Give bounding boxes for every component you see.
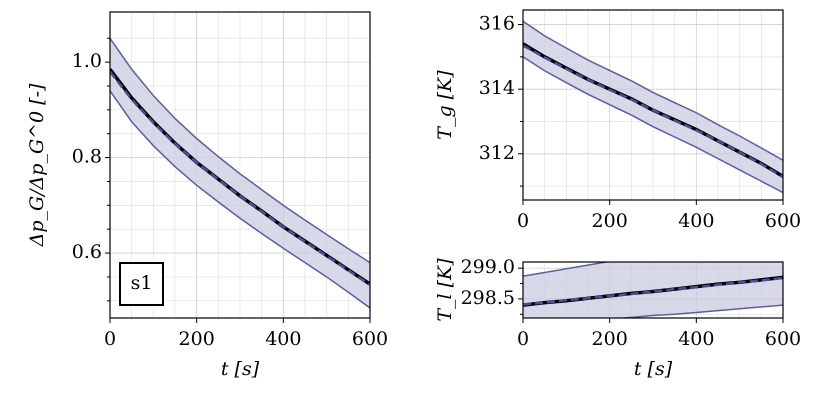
- y-tick-label: 316: [479, 13, 515, 35]
- annotation-box: [119, 262, 164, 306]
- x-axis-label: t [s]: [221, 358, 260, 380]
- x-tick-label: 200: [592, 210, 628, 232]
- band-edge: [523, 262, 611, 277]
- x-tick-label: 0: [517, 328, 529, 350]
- plot-area: [110, 37, 370, 309]
- axes-frame: [522, 9, 784, 201]
- y-tick-label: 298.5: [461, 287, 515, 309]
- panel: 0 200 400 600 312 314 316 T_g [K]: [434, 9, 801, 232]
- band-edge: [615, 304, 783, 318]
- x-tick-label: 400: [265, 328, 301, 350]
- y-tick-label: 0.6: [72, 241, 102, 263]
- band-edge: [523, 20, 783, 161]
- y-tick-label: 314: [479, 77, 515, 99]
- x-tick-label: 600: [352, 328, 388, 350]
- x-tick-label: 600: [765, 328, 801, 350]
- y-axis-label: T_g [K]: [434, 70, 456, 140]
- y-tick-label: 299.0: [461, 256, 515, 278]
- y-tick-label: 1.0: [72, 50, 102, 72]
- y-axis-label: Δp_G/Δp_G^0 [-]: [26, 83, 48, 247]
- band-edge: [110, 37, 370, 264]
- x-tick-label: 400: [678, 328, 714, 350]
- panel: 0 200 400 600 298.5 299.0 t [s] T_l [K]: [434, 256, 801, 380]
- axes-frame: [522, 261, 784, 319]
- band-edge: [523, 56, 783, 194]
- y-tick-label: 0.8: [72, 146, 102, 168]
- plot-area: [523, 20, 783, 194]
- annotation: s1: [131, 272, 153, 294]
- panel: 0 200 400 600 0.6 0.8 1.0 t [s] Δp_G/Δp_G^0 [-] s…: [26, 11, 388, 380]
- band-area: [523, 262, 783, 318]
- x-tick-label: 0: [104, 328, 116, 350]
- x-tick-label: 0: [517, 210, 529, 232]
- band-edge: [110, 90, 370, 309]
- x-tick-label: 600: [765, 210, 801, 232]
- y-axis-label: T_l [K]: [434, 258, 456, 322]
- band-area: [523, 21, 783, 193]
- x-tick-label: 400: [678, 210, 714, 232]
- x-axis-label: t [s]: [634, 358, 673, 380]
- series-line: [523, 44, 783, 179]
- x-tick-label: 200: [592, 328, 628, 350]
- x-tick-label: 200: [179, 328, 215, 350]
- y-tick-label: 312: [479, 142, 515, 164]
- series-line: [110, 70, 370, 286]
- series-line: [523, 276, 783, 306]
- plot-area: [523, 262, 783, 318]
- axes-frame: [109, 11, 371, 319]
